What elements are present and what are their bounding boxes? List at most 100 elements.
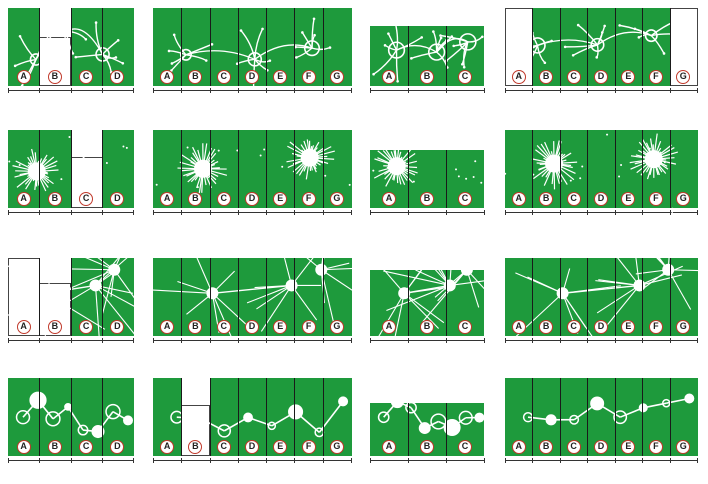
star-line xyxy=(113,226,134,270)
star-line xyxy=(405,236,451,286)
dimension-tick xyxy=(181,338,183,344)
star-line xyxy=(372,257,405,294)
star-line xyxy=(434,269,468,298)
dimension-tick xyxy=(446,210,447,216)
star-line xyxy=(515,272,563,294)
dimension-tick xyxy=(39,88,41,94)
panel-divider xyxy=(408,402,409,457)
dendrite-tip xyxy=(662,52,666,55)
dimension-tick xyxy=(266,88,268,94)
panel-marker-c: C xyxy=(566,320,581,335)
dimension-tick xyxy=(133,88,134,94)
dimension-tick xyxy=(237,210,239,216)
dendrite xyxy=(55,31,68,62)
panel-marker-f: F xyxy=(301,320,316,335)
star-line xyxy=(281,246,293,286)
star-line xyxy=(94,285,101,354)
panel-divider xyxy=(559,258,561,337)
panel-divider xyxy=(587,8,589,87)
panel-marker-g: G xyxy=(329,320,344,335)
speck xyxy=(155,183,158,186)
panel-marker-e: E xyxy=(621,192,636,207)
speck xyxy=(606,133,609,136)
panel-marker-b: B xyxy=(420,320,434,335)
speck xyxy=(412,180,415,183)
panel-marker-g: G xyxy=(676,320,691,335)
panel-artwork xyxy=(504,133,678,190)
dimension-tick xyxy=(697,458,698,464)
panel-divider xyxy=(266,130,268,209)
panel-marker-a: A xyxy=(511,70,526,85)
panel-marker-d: D xyxy=(594,192,608,207)
dendrite-tip xyxy=(432,30,435,33)
dimension-tick xyxy=(101,458,103,464)
dendrite-tip xyxy=(114,56,118,59)
atom xyxy=(430,413,447,430)
star-line xyxy=(383,270,450,286)
dendrite-tip xyxy=(394,21,397,25)
panel-divider xyxy=(642,378,644,457)
panel-marker-c: C xyxy=(79,320,94,335)
panel-divider xyxy=(559,8,561,87)
panel-artwork xyxy=(0,226,152,354)
panel-marker-b: B xyxy=(188,320,203,335)
speck xyxy=(259,154,262,157)
speck xyxy=(581,165,584,168)
dendrite xyxy=(565,44,598,48)
atom xyxy=(545,414,557,426)
burst-core xyxy=(27,162,46,181)
dimension-tick xyxy=(505,338,506,344)
dendrite xyxy=(651,33,673,37)
star-line xyxy=(291,285,318,321)
dimension-tick xyxy=(351,88,352,94)
panel-divider xyxy=(294,258,296,337)
dendrite-tip xyxy=(239,29,243,32)
dimension-tick xyxy=(209,210,211,216)
panel-marker-b: B xyxy=(188,70,203,85)
dimension-tick xyxy=(446,88,447,94)
dendrite-tip xyxy=(312,17,316,21)
star-line xyxy=(632,237,640,286)
speck xyxy=(324,174,327,177)
star-line xyxy=(437,269,468,302)
panel-marker-f: F xyxy=(648,192,663,207)
dendrite xyxy=(102,39,119,55)
dendrite xyxy=(395,50,399,82)
dimension-tick xyxy=(351,458,352,464)
atom xyxy=(338,396,349,407)
atom xyxy=(474,412,485,423)
dimension-tick xyxy=(697,210,698,216)
star-line xyxy=(188,238,213,294)
dendrite xyxy=(295,46,313,49)
panel-artwork xyxy=(372,141,483,187)
dimension-tick xyxy=(408,458,409,464)
dimension-tick xyxy=(237,88,239,94)
star-line xyxy=(667,207,674,270)
speck xyxy=(663,161,666,164)
panel-divider xyxy=(39,378,41,457)
panel-divider xyxy=(39,8,41,87)
dimension-tick xyxy=(614,338,616,344)
atom xyxy=(377,411,390,424)
atom xyxy=(217,424,232,438)
dimension-tick xyxy=(351,338,352,344)
panel-divider xyxy=(294,8,296,87)
dimension-tick xyxy=(351,210,352,216)
dimension-tick xyxy=(370,210,371,216)
panel-marker-b: B xyxy=(47,440,62,455)
dimension-tick xyxy=(209,88,211,94)
dimension-tick xyxy=(484,210,485,216)
atom xyxy=(390,394,404,409)
dimension-tick xyxy=(408,210,409,216)
dimension-tick xyxy=(559,338,561,344)
dendrite xyxy=(65,2,71,32)
panel-marker-e: E xyxy=(273,192,288,207)
panel-divider xyxy=(642,258,644,337)
panel-artwork xyxy=(167,17,332,94)
panel-marker-a: A xyxy=(382,192,396,207)
dendrite-tip xyxy=(50,12,54,16)
dendrite-tip xyxy=(328,46,332,49)
panel-divider xyxy=(587,378,589,457)
dendrite-tip xyxy=(461,62,464,66)
panel-divider xyxy=(408,269,409,337)
